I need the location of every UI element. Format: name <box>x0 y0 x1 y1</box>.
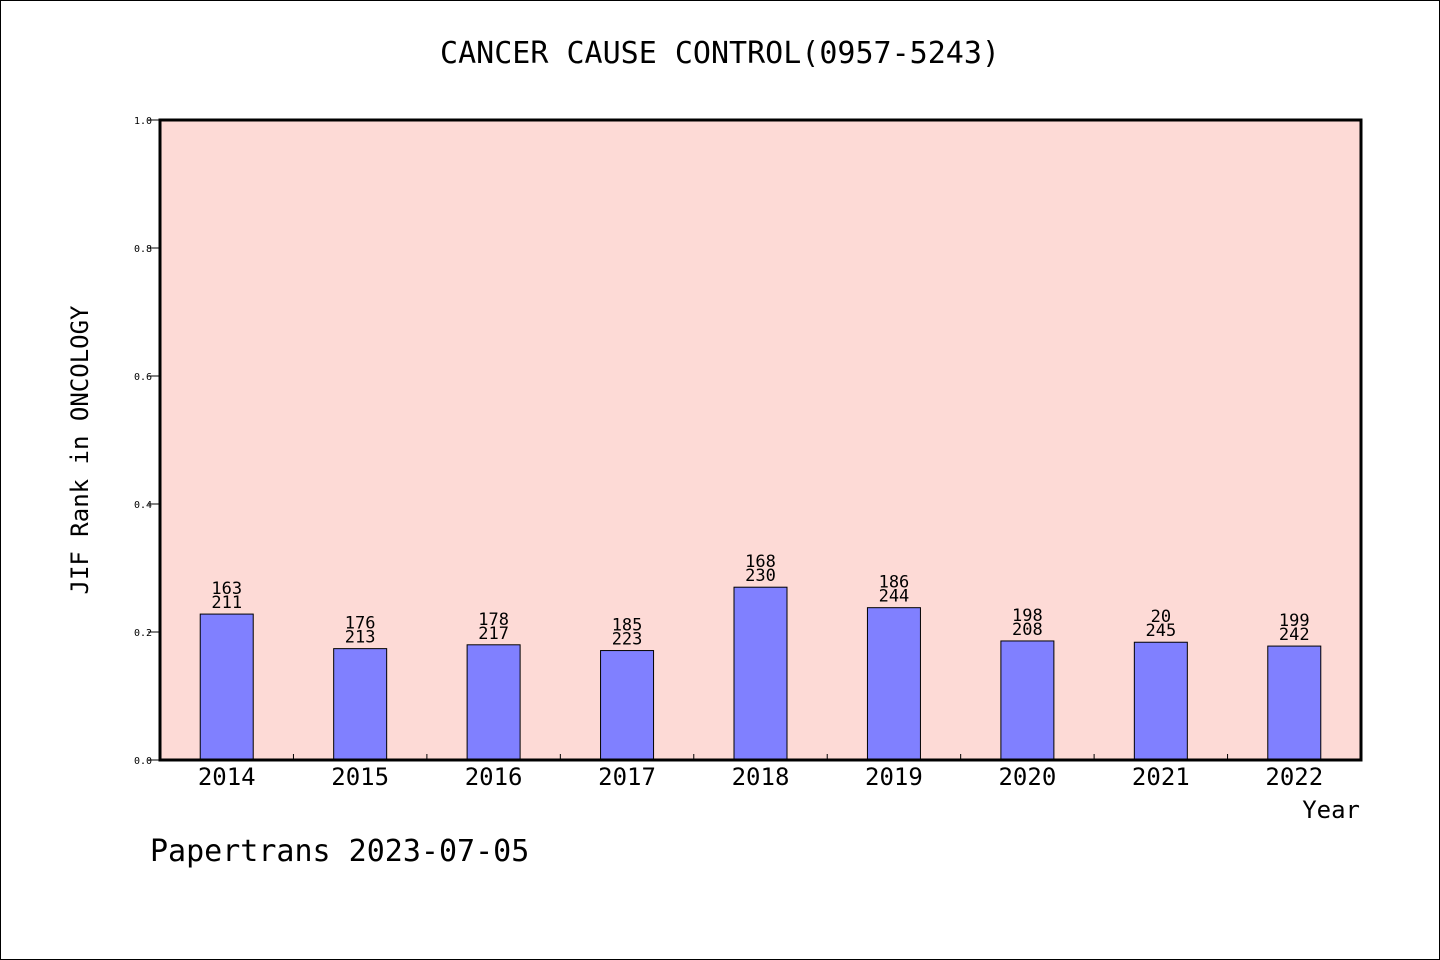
x-tick-label: 2019 <box>865 763 923 791</box>
bar-total-label: 213 <box>345 628 376 648</box>
bar <box>466 644 521 761</box>
footer-stamp: Papertrans 2023-07-05 <box>150 834 530 869</box>
bar <box>333 648 388 761</box>
bar-total-label: 208 <box>1012 620 1043 640</box>
bar <box>199 613 254 761</box>
y-tick-label: 0.2 <box>134 628 152 639</box>
bar-rank-label: 185 <box>612 616 643 636</box>
x-tick-label: 2022 <box>1265 763 1323 791</box>
bar-rank-label: 20 <box>1151 607 1171 627</box>
bar <box>600 650 655 761</box>
bar-rank-label: 176 <box>345 614 376 634</box>
bar-rank-label: 198 <box>1012 606 1043 626</box>
bar-rank-label: 168 <box>745 552 776 572</box>
bar-rank-label: 163 <box>211 579 242 599</box>
bar <box>1133 641 1188 761</box>
bar-total-label: 217 <box>478 624 509 644</box>
bar <box>733 586 788 761</box>
bar-total-label: 223 <box>612 630 643 650</box>
y-tick-label: 1.0 <box>134 116 152 127</box>
plot-border <box>158 118 1363 762</box>
x-tick-label: 2015 <box>331 763 389 791</box>
bar-total-label: 230 <box>745 566 776 586</box>
bar-total-label: 244 <box>879 587 910 607</box>
y-tick-label: 0.8 <box>134 244 152 255</box>
bar <box>866 607 921 761</box>
x-tick-label: 2020 <box>998 763 1056 791</box>
x-tick-label: 2014 <box>198 763 256 791</box>
x-axis-label: Year <box>1302 796 1360 824</box>
x-tick-label: 2018 <box>732 763 790 791</box>
y-tick-label: 0.6 <box>134 372 152 383</box>
bar-rank-label: 199 <box>1279 611 1310 631</box>
bar-total-label: 211 <box>211 593 242 613</box>
chart-title: CANCER CAUSE CONTROL(0957-5243) <box>440 36 1000 71</box>
bar <box>1000 640 1055 761</box>
y-tick-label: 0.0 <box>134 756 152 767</box>
y-tick-label: 0.4 <box>134 500 152 511</box>
x-tick-label: 2021 <box>1132 763 1190 791</box>
bar-total-label: 242 <box>1279 625 1310 645</box>
bar-total-label: 245 <box>1145 621 1176 641</box>
bar <box>1267 645 1322 761</box>
x-tick-label: 2016 <box>465 763 523 791</box>
bar-rank-label: 178 <box>478 610 509 630</box>
x-tick-label: 2017 <box>598 763 656 791</box>
bar-rank-label: 186 <box>879 573 910 593</box>
